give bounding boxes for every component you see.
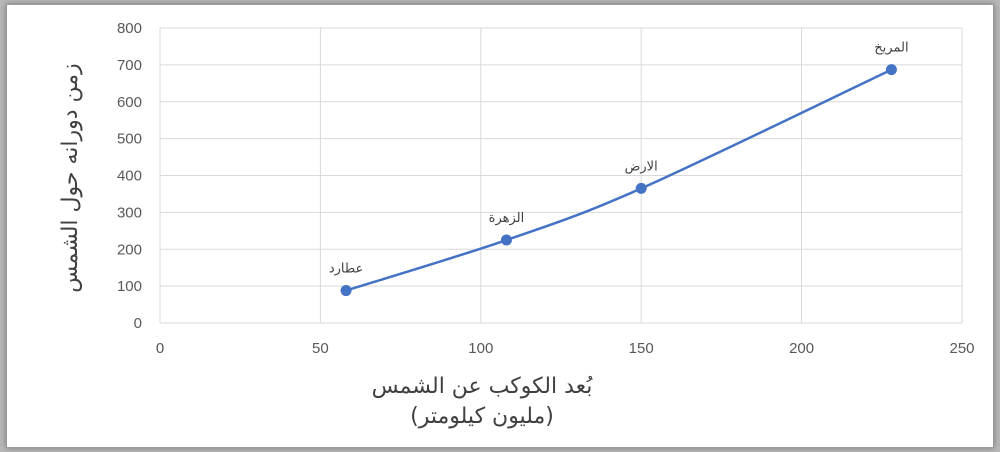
x-tick-label: 250 (949, 340, 974, 357)
data-points (340, 64, 897, 297)
series-line (345, 68, 892, 292)
y-tick-label: 700 (117, 57, 142, 74)
chart-frame: 0 100 200 300 400 500 600 700 800 0 50 100 150 200 25… (6, 4, 994, 448)
data-point-label: الارض (625, 159, 658, 174)
data-point (500, 234, 512, 246)
data-point (885, 64, 897, 76)
data-point-label: المريخ (874, 41, 908, 56)
x-axis-title-line1: بُعد الكوكب عن الشمس (372, 374, 593, 399)
y-tick-label: 600 (117, 94, 142, 111)
y-tick-label: 300 (117, 204, 142, 221)
y-tick-label: 500 (117, 131, 142, 148)
chart: 0 100 200 300 400 500 600 700 800 0 50 100 150 200 25… (58, 20, 975, 429)
y-tick-label: 100 (117, 278, 142, 295)
y-tick-label: 0 (134, 315, 142, 332)
grid (159, 27, 963, 324)
y-tick-label: 800 (117, 20, 142, 37)
data-point-label: الزهرة (489, 211, 525, 226)
x-tick-label: 200 (789, 340, 814, 357)
y-tick-label: 200 (117, 241, 142, 258)
y-tick-label: 400 (117, 168, 142, 185)
data-point-labels: عطارد الزهرة الارض المريخ (329, 41, 909, 277)
data-point (340, 285, 352, 297)
data-point-label: عطارد (329, 262, 363, 277)
x-tick-label: 50 (312, 340, 329, 357)
data-point (635, 182, 647, 194)
y-axis-title: زمن دورانه حول الشمس (58, 63, 83, 292)
x-tick-label: 0 (156, 340, 164, 357)
x-tick-label: 100 (468, 340, 493, 357)
x-axis-title-line2: (مليون كيلومتر) (410, 404, 554, 429)
y-tick-labels: 0 100 200 300 400 500 600 700 800 (117, 20, 142, 332)
x-tick-label: 150 (629, 340, 654, 357)
x-tick-labels: 0 50 100 150 200 250 (156, 340, 975, 357)
